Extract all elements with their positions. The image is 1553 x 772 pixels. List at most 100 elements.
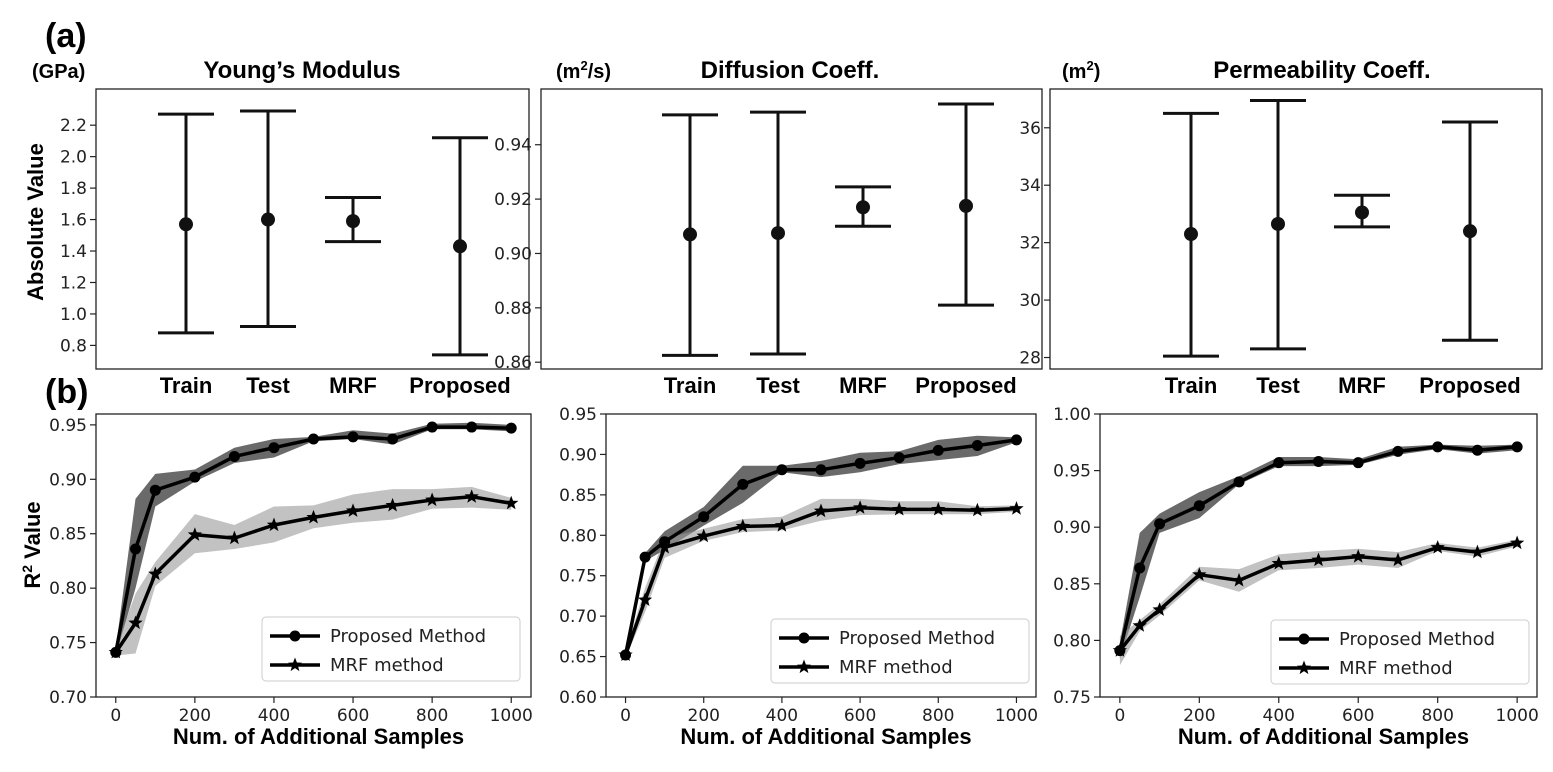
data-point xyxy=(505,422,517,434)
data-point xyxy=(426,421,438,433)
x-tick-label: 600 xyxy=(844,706,876,726)
unit-label: (m2) xyxy=(1062,58,1100,83)
y-tick-label: 1.4 xyxy=(60,242,87,262)
y-tick-label: 0.85 xyxy=(559,486,597,506)
data-point xyxy=(504,495,519,510)
x-tick-label: 0 xyxy=(620,706,631,726)
legend-label-proposed: Proposed Method xyxy=(330,626,486,647)
mean-point xyxy=(1463,224,1477,239)
category-label: Proposed xyxy=(1419,373,1520,398)
data-point xyxy=(774,518,789,532)
axes-frame xyxy=(1099,413,1538,698)
data-point xyxy=(347,431,359,443)
unit-label: (GPa) xyxy=(32,61,85,83)
y-tick-label: 0.85 xyxy=(1053,575,1091,595)
data-point xyxy=(932,444,944,456)
legend-marker-mrf xyxy=(287,657,303,672)
data-point xyxy=(1352,457,1364,469)
legend-label-mrf: MRF method xyxy=(839,657,953,678)
y-tick-label: 0.95 xyxy=(1053,462,1091,482)
y-tick-label: 0.85 xyxy=(49,525,87,545)
y-tick-label: 1.2 xyxy=(60,273,87,293)
y-tick-label: 0.65 xyxy=(559,648,597,668)
category-label: Test xyxy=(1256,373,1300,398)
legend-marker-mrf xyxy=(1296,660,1312,675)
x-axis-label: Num. of Additional Samples xyxy=(680,724,971,749)
mean-point xyxy=(346,214,360,229)
x-tick-label: 600 xyxy=(337,706,369,726)
data-point xyxy=(1511,441,1523,453)
x-tick-label: 400 xyxy=(258,706,290,726)
series-line xyxy=(114,425,512,653)
legend-marker-proposed xyxy=(289,630,301,642)
data-point xyxy=(638,592,653,606)
errorbar-chart-permeability: 28 30 32 34 36 Permeability Coeff. (m2) Train Te… xyxy=(1019,57,1543,398)
x-tick-label: 1000 xyxy=(490,706,533,726)
category-label: MRF xyxy=(1338,373,1386,398)
y-tick-label: 36 xyxy=(1019,119,1041,139)
data-point xyxy=(189,471,201,483)
data-point xyxy=(1233,476,1245,488)
data-point xyxy=(735,518,750,533)
data-point xyxy=(1510,535,1525,550)
data-point xyxy=(1311,552,1326,567)
chart-title: Permeability Coeff. xyxy=(1213,57,1430,84)
y-tick-label: 0.95 xyxy=(559,405,597,425)
data-point xyxy=(466,421,478,433)
y-tick-label: 1.8 xyxy=(60,179,87,199)
mean-point xyxy=(1271,216,1285,231)
data-point xyxy=(1009,501,1024,515)
x-tick-label: 400 xyxy=(1263,706,1295,726)
legend: Proposed Method MRF method xyxy=(1270,619,1530,685)
line-chart-diffusion: 0.60 0.65 0.70 0.75 0.80 0.85 0.90 0.95 0 200 400 6… xyxy=(559,405,1038,749)
data-point xyxy=(696,528,711,543)
y-tick-label: 0.75 xyxy=(559,567,597,587)
y-tick-label: 0.70 xyxy=(559,607,597,627)
x-tick-label: 200 xyxy=(1183,706,1215,726)
y-tick-label: 0.8 xyxy=(60,336,87,356)
data-point xyxy=(1313,456,1324,468)
y-tick-label: 0.80 xyxy=(49,579,87,599)
data-point xyxy=(776,464,788,476)
data-point xyxy=(148,566,163,581)
confidence-band xyxy=(625,435,1017,659)
y-tick-label: 0.86 xyxy=(494,353,532,373)
data-point xyxy=(971,440,983,452)
mean-point xyxy=(1184,227,1198,242)
axes-frame xyxy=(95,88,530,370)
series-line xyxy=(1118,445,1518,652)
x-tick-label: 600 xyxy=(1342,706,1374,726)
data-point xyxy=(1112,643,1127,657)
data-point xyxy=(308,433,319,445)
y-tick-label: 0.75 xyxy=(49,634,87,654)
y-tick-label: 0.90 xyxy=(559,445,597,465)
data-point xyxy=(1390,552,1406,567)
data-point xyxy=(306,509,321,524)
confidence-band xyxy=(115,486,512,656)
category-label: Proposed xyxy=(409,373,510,398)
legend-marker-mrf xyxy=(796,659,812,674)
category-label: Test xyxy=(756,373,800,398)
data-point xyxy=(268,442,280,454)
legend-label-proposed: Proposed Method xyxy=(839,628,995,649)
y-tick-label: 2.2 xyxy=(60,116,87,136)
data-point xyxy=(1152,602,1167,616)
data-point xyxy=(387,433,399,445)
confidence-band xyxy=(1119,444,1518,659)
x-tick-label: 1000 xyxy=(995,706,1038,726)
data-point xyxy=(1432,441,1444,453)
mean-point xyxy=(856,200,870,215)
data-point xyxy=(854,457,866,469)
unit-label: (m2/s) xyxy=(556,58,611,83)
legend-marker-proposed xyxy=(798,632,810,644)
category-label: Train xyxy=(160,373,213,398)
data-point xyxy=(227,530,242,545)
category-label: MRF xyxy=(839,373,887,398)
y-tick-label: 32 xyxy=(1019,234,1041,254)
data-point xyxy=(1154,518,1166,530)
data-point xyxy=(345,503,361,517)
y-tick-label: 0.90 xyxy=(494,244,532,264)
data-point xyxy=(1231,572,1247,587)
axes-frame xyxy=(1049,88,1543,370)
